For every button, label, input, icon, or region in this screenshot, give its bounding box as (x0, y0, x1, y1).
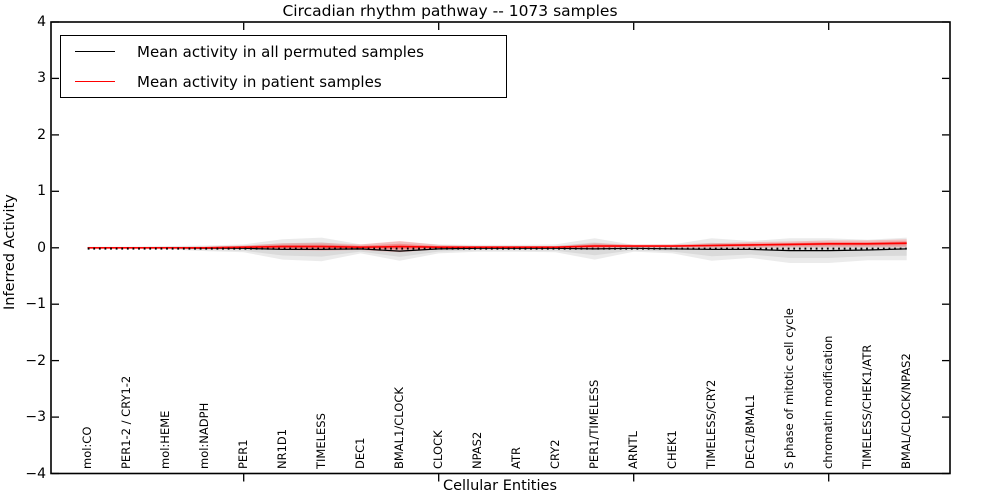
y-tick-label: −1 (25, 296, 46, 313)
x-tick-label: BMAL/CLOCK/NPAS2 (899, 353, 914, 469)
x-tick-label: S phase of mitotic cell cycle (782, 308, 797, 469)
x-tick-label: TIMELESS/CRY2 (704, 379, 719, 469)
chart-title: Circadian rhythm pathway -- 1073 samples (282, 2, 618, 20)
x-tick-label: mol:CO (80, 426, 95, 469)
y-tick-label: −2 (25, 352, 46, 369)
x-tick-label: PER1/TIMELESS (587, 379, 602, 469)
x-tick-label: BMAL1/CLOCK (392, 387, 407, 469)
x-tick-label: TIMELESS/CHEK1/ATR (860, 344, 875, 469)
x-tick-label: mol:NADPH (197, 402, 212, 469)
legend-box: Mean activity in all permuted samples Me… (60, 35, 507, 98)
patient-line-sample (75, 81, 115, 82)
legend-item-permuted: Mean activity in all permuted samples (61, 39, 506, 65)
x-tick-label: chromatin modification (821, 335, 836, 469)
x-tick-label: NR1D1 (275, 428, 290, 469)
x-tick-label: CLOCK (431, 430, 446, 469)
x-tick-label: DEC1 (353, 437, 368, 469)
x-tick-label: CRY2 (548, 439, 563, 469)
x-tick-label: CHEK1 (665, 430, 680, 469)
x-tick-label: ATR (509, 447, 524, 469)
permuted-line-sample (75, 51, 115, 52)
y-tick-label: 0 (37, 239, 46, 256)
x-tick-label: mol:HEME (158, 410, 173, 469)
legend-label-permuted: Mean activity in all permuted samples (137, 42, 424, 61)
x-tick-label: TIMELESS (314, 413, 329, 469)
x-tick-label: ARNTL (626, 431, 641, 469)
y-tick-label: 1 (37, 183, 46, 200)
legend-label-patient: Mean activity in patient samples (137, 72, 382, 91)
x-tick-label: PER1-2 / CRY1-2 (119, 375, 134, 469)
y-tick-label: 3 (37, 70, 46, 87)
y-tick-label: 4 (37, 14, 46, 30)
x-tick-label: PER1 (236, 439, 251, 469)
y-tick-label: −4 (25, 465, 46, 482)
x-tick-label: DEC1/BMAL1 (743, 394, 758, 469)
x-tick-label: NPAS2 (470, 431, 485, 469)
y-tick-label: 2 (37, 126, 46, 143)
legend-item-patient: Mean activity in patient samples (61, 69, 506, 95)
x-axis-label: Cellular Entities (442, 478, 558, 494)
y-tick-label: −3 (25, 409, 46, 426)
